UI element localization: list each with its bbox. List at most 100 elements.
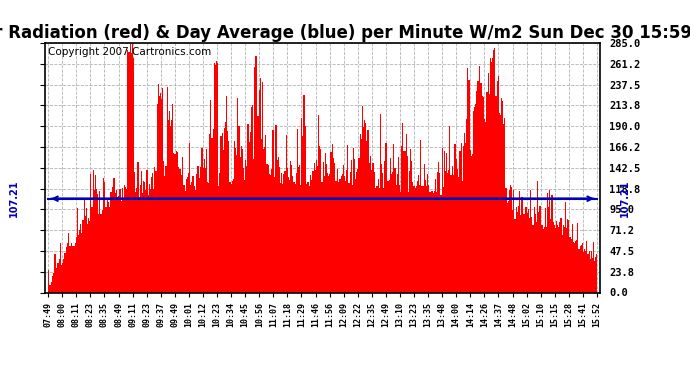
Bar [383, 188, 384, 292]
Bar [338, 182, 339, 292]
Bar [257, 116, 259, 292]
Bar [62, 262, 63, 292]
Bar [585, 251, 586, 292]
Bar [386, 180, 388, 292]
Bar [475, 104, 476, 292]
Bar [540, 206, 542, 292]
Bar [334, 164, 335, 292]
Bar [464, 132, 465, 292]
Bar [368, 163, 370, 292]
Bar [353, 148, 354, 292]
Bar [300, 185, 302, 292]
Bar [458, 177, 460, 292]
Bar [309, 186, 310, 292]
Bar [510, 185, 511, 292]
Bar [68, 232, 69, 292]
Bar [562, 235, 563, 292]
Bar [448, 170, 449, 292]
Bar [461, 143, 462, 292]
Bar [337, 169, 338, 292]
Bar [135, 192, 137, 292]
Bar [484, 119, 485, 292]
Bar [275, 125, 277, 292]
Bar [470, 150, 471, 292]
Bar [526, 213, 528, 292]
Bar [549, 190, 551, 292]
Bar [485, 122, 486, 292]
Bar [328, 176, 329, 292]
Bar [384, 161, 386, 292]
Bar [419, 186, 420, 292]
Bar [451, 176, 452, 292]
Bar [304, 126, 306, 292]
Bar [101, 210, 103, 292]
Bar [454, 144, 455, 292]
Text: 107.21: 107.21 [9, 180, 19, 218]
Bar [528, 209, 529, 292]
Bar [587, 254, 589, 292]
Bar [374, 172, 375, 292]
Bar [210, 100, 211, 292]
Bar [370, 156, 371, 292]
Bar [341, 176, 342, 292]
Bar [52, 276, 53, 292]
Bar [81, 233, 82, 292]
Bar [409, 171, 410, 292]
Bar [216, 61, 217, 292]
Bar [415, 186, 417, 292]
Bar [196, 174, 197, 292]
Bar [115, 194, 116, 292]
Bar [227, 131, 228, 292]
Bar [228, 141, 230, 292]
Bar [117, 197, 119, 292]
Bar [99, 190, 101, 292]
Bar [440, 195, 442, 292]
Bar [205, 168, 206, 292]
Bar [438, 162, 440, 292]
Bar [234, 141, 235, 292]
Bar [133, 58, 134, 292]
Bar [399, 185, 400, 292]
Bar [71, 243, 72, 292]
Bar [365, 123, 366, 292]
Bar [51, 282, 52, 292]
Bar [236, 155, 237, 292]
Bar [171, 120, 172, 292]
Bar [290, 161, 291, 292]
Bar [493, 50, 494, 292]
Bar [366, 141, 368, 292]
Bar [253, 159, 254, 292]
Bar [586, 241, 587, 292]
Bar [390, 158, 391, 292]
Bar [486, 93, 488, 292]
Bar [324, 176, 325, 292]
Bar [362, 106, 363, 292]
Bar [397, 157, 399, 292]
Bar [350, 172, 351, 292]
Bar [53, 273, 55, 292]
Bar [139, 185, 141, 292]
Bar [297, 129, 298, 292]
Bar [503, 124, 504, 292]
Bar [426, 186, 427, 292]
Bar [401, 146, 402, 292]
Bar [524, 207, 526, 292]
Bar [382, 174, 383, 292]
Bar [483, 97, 484, 292]
Bar [279, 167, 280, 292]
Bar [168, 120, 169, 292]
Bar [344, 176, 345, 292]
Bar [270, 175, 271, 292]
Bar [241, 149, 243, 292]
Bar [580, 246, 581, 292]
Bar [284, 171, 286, 292]
Bar [557, 225, 558, 292]
Bar [123, 200, 124, 292]
Bar [335, 180, 336, 292]
Bar [327, 173, 328, 292]
Bar [130, 53, 132, 292]
Bar [124, 185, 125, 292]
Bar [146, 170, 148, 292]
Bar [315, 170, 316, 292]
Bar [508, 201, 509, 292]
